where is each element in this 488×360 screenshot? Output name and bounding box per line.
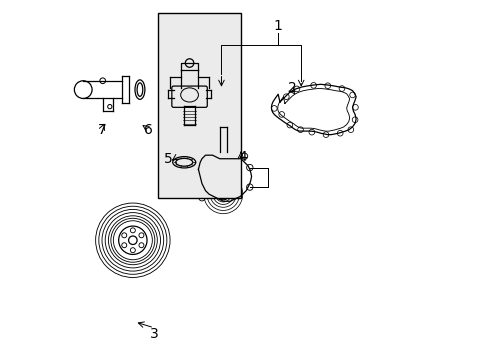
Text: 7: 7 <box>98 123 107 138</box>
Text: 6: 6 <box>143 123 152 138</box>
Text: 1: 1 <box>273 19 282 33</box>
Text: 3: 3 <box>149 327 158 341</box>
Text: 4: 4 <box>238 150 246 164</box>
Text: 2: 2 <box>288 81 297 95</box>
Bar <box>157 13 241 198</box>
Text: 5: 5 <box>163 152 172 166</box>
